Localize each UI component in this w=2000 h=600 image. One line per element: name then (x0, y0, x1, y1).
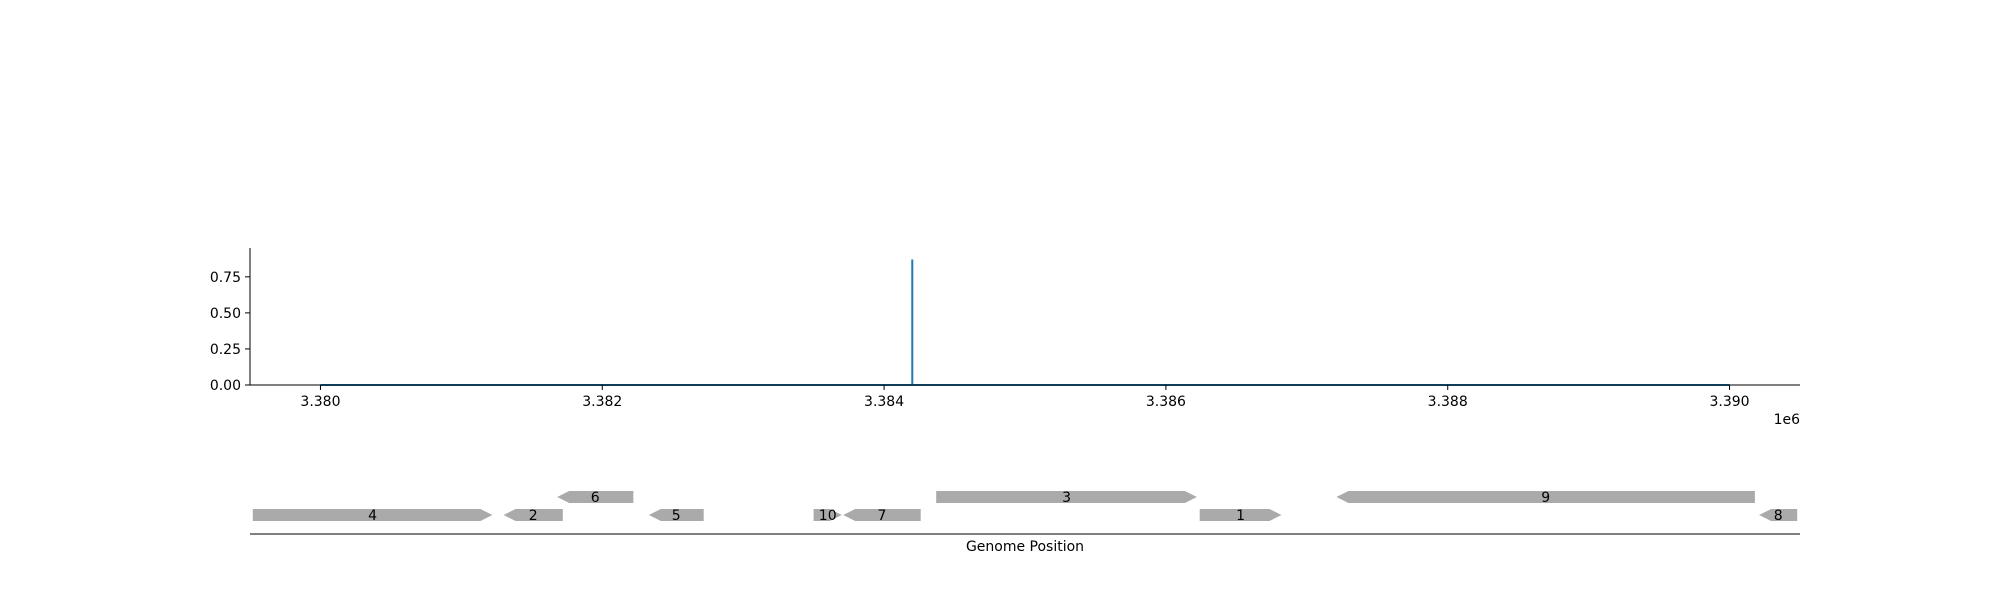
x-tick-label: 3.388 (1428, 394, 1468, 410)
x-tick-label: 3.390 (1709, 394, 1749, 410)
y-tick-label: 0.75 (210, 270, 241, 286)
y-tick-label: 0.25 (210, 342, 241, 358)
gene-label: 1 (1236, 508, 1245, 524)
x-axis-ticks: 3.380 3.382 3.384 3.386 3.388 3.390 (300, 385, 1750, 410)
y-tick-label: 0.50 (210, 306, 241, 322)
y-tick-label: 0.00 (210, 378, 241, 394)
gene-label: 3 (1062, 490, 1071, 506)
gene-label: 2 (529, 508, 538, 524)
x-tick-label: 3.382 (582, 394, 622, 410)
gene-arrow (1199, 509, 1282, 521)
gene-arrow (557, 491, 634, 503)
gene-arrow (1336, 491, 1755, 503)
gene-label: 6 (591, 490, 600, 506)
gene-label: 10 (819, 508, 837, 524)
gene-arrow (936, 491, 1197, 503)
gene-arrow (813, 509, 842, 521)
gene-label: 9 (1541, 490, 1550, 506)
gene-label: 8 (1774, 508, 1783, 524)
x-tick-label: 3.380 (300, 394, 340, 410)
gene-arrow (252, 509, 493, 521)
gene-label: 5 (672, 508, 681, 524)
gene-arrow (503, 509, 563, 521)
x-tick-label: 3.384 (864, 394, 904, 410)
gene-track: 4 2 6 5 10 7 3 1 9 8 (252, 490, 1798, 524)
x-axis-scale-label: 1e6 (1774, 412, 1801, 428)
coverage-plot (320, 259, 1730, 386)
gene-track-xlabel: Genome Position (966, 539, 1084, 555)
x-tick-label: 3.386 (1146, 394, 1186, 410)
gene-label: 7 (878, 508, 887, 524)
gene-arrow (843, 509, 921, 521)
gene-label: 4 (368, 508, 377, 524)
gene-arrow (648, 509, 704, 521)
gene-arrow (1759, 509, 1798, 521)
coverage-line (320, 259, 1730, 386)
y-axis-ticks: 0.00 0.25 0.50 0.75 (210, 270, 250, 394)
